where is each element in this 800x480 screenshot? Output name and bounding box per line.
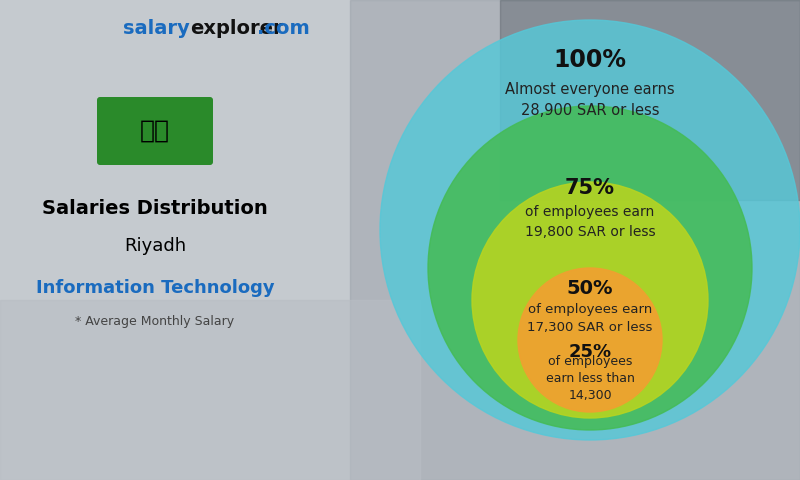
FancyBboxPatch shape	[97, 97, 213, 165]
Text: Information Technology: Information Technology	[36, 279, 274, 297]
Text: 🇸🇦: 🇸🇦	[140, 119, 170, 143]
Text: .com: .com	[257, 19, 310, 37]
Text: 50%: 50%	[566, 278, 614, 298]
Text: 25%: 25%	[569, 343, 611, 361]
Text: explorer: explorer	[190, 19, 282, 37]
Text: * Average Monthly Salary: * Average Monthly Salary	[75, 315, 234, 328]
Text: salary: salary	[123, 19, 190, 37]
Text: of employees earn
19,800 SAR or less: of employees earn 19,800 SAR or less	[525, 205, 655, 239]
Text: 100%: 100%	[554, 48, 626, 72]
Text: Almost everyone earns
28,900 SAR or less: Almost everyone earns 28,900 SAR or less	[505, 82, 675, 118]
Text: of employees earn
17,300 SAR or less: of employees earn 17,300 SAR or less	[527, 302, 653, 334]
Text: of employees
earn less than
14,300: of employees earn less than 14,300	[546, 355, 634, 401]
Text: Riyadh: Riyadh	[124, 237, 186, 255]
Circle shape	[472, 182, 708, 418]
Text: Salaries Distribution: Salaries Distribution	[42, 199, 268, 217]
Bar	[350, 0, 800, 480]
Text: 75%: 75%	[565, 178, 615, 198]
Circle shape	[518, 268, 662, 412]
Circle shape	[428, 106, 752, 430]
Circle shape	[380, 20, 800, 440]
Bar	[0, 300, 420, 480]
Bar	[500, 0, 800, 200]
